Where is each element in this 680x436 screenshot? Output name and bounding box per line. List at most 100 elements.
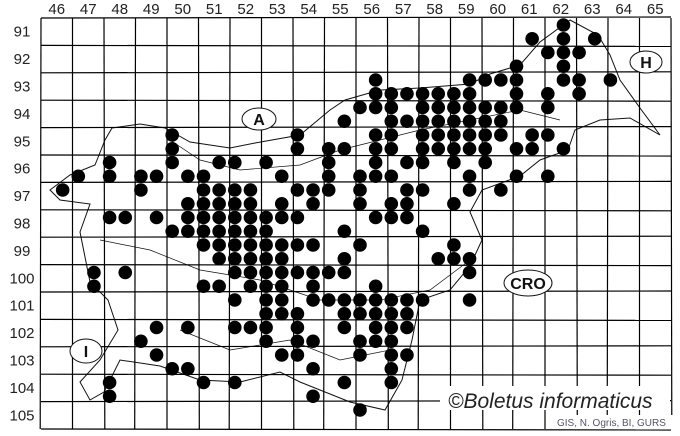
- grid-line-vertical: [103, 17, 106, 430]
- column-label: 65: [647, 1, 664, 18]
- record-dot: [290, 238, 305, 252]
- record-dot: [478, 141, 493, 156]
- record-dot: [196, 238, 211, 252]
- column-label: 49: [143, 1, 160, 18]
- record-dot: [353, 348, 367, 362]
- record-dot: [431, 141, 446, 156]
- record-dot: [259, 155, 273, 170]
- record-dot: [462, 73, 477, 87]
- grid-line-horizontal: [40, 264, 672, 267]
- record-dot: [353, 196, 367, 211]
- grid-line-vertical: [134, 17, 137, 430]
- record-dot: [353, 293, 367, 307]
- record-dot: [306, 279, 320, 294]
- record-dot: [165, 361, 179, 376]
- record-dot: [290, 141, 305, 156]
- record-dot: [415, 100, 430, 115]
- record-dot: [259, 210, 273, 225]
- country-label-italy: I: [69, 338, 103, 364]
- record-dot: [274, 169, 289, 184]
- record-dot: [447, 238, 461, 252]
- record-dot: [228, 224, 242, 239]
- record-dot: [321, 183, 336, 197]
- record-dot: [462, 265, 477, 280]
- record-dot: [415, 128, 430, 142]
- record-dot: [290, 306, 305, 321]
- country-label-austria: A: [241, 107, 277, 131]
- record-dot: [447, 86, 461, 101]
- column-label: 48: [111, 1, 128, 18]
- grid-line-horizontal: [40, 235, 672, 238]
- record-dot: [353, 403, 367, 417]
- record-dot: [509, 141, 524, 156]
- record-dot: [102, 210, 117, 225]
- record-dot: [400, 196, 414, 211]
- record-dot: [181, 196, 195, 211]
- record-dot: [400, 293, 414, 307]
- record-dot: [572, 45, 586, 60]
- record-dot: [509, 100, 524, 115]
- column-label: 54: [300, 1, 317, 18]
- record-dot: [212, 183, 226, 197]
- record-dot: [368, 306, 383, 321]
- record-dot: [228, 265, 242, 280]
- record-dot: [384, 169, 399, 184]
- record-dot: [556, 45, 571, 60]
- record-dot: [196, 210, 211, 225]
- grid-line-vertical: [39, 17, 42, 430]
- svg-text:I: I: [84, 344, 88, 361]
- row-label: 104: [9, 380, 34, 397]
- record-dot: [118, 265, 133, 280]
- record-dot: [337, 224, 352, 239]
- record-dot: [149, 210, 164, 225]
- record-dot: [541, 169, 555, 184]
- record-dot: [415, 141, 430, 156]
- record-dot: [228, 183, 242, 197]
- record-dot: [368, 210, 383, 225]
- row-label: 91: [14, 24, 31, 41]
- record-dot: [165, 224, 179, 239]
- row-labels: 91 92 93 94 95 96 97 98 99 100 101 102 103 104 105: [9, 24, 34, 425]
- record-dot: [149, 348, 164, 362]
- record-dot: [212, 210, 226, 225]
- record-dot: [274, 210, 289, 225]
- record-dot: [603, 73, 618, 87]
- record-dot: [368, 100, 383, 115]
- record-dot: [212, 155, 226, 170]
- column-label: 56: [363, 1, 380, 18]
- record-dot: [212, 224, 226, 239]
- grid-line-horizontal: [40, 290, 672, 293]
- record-dot: [149, 320, 164, 335]
- record-dot: [118, 210, 133, 225]
- column-label: 58: [426, 1, 443, 18]
- record-dot: [212, 196, 226, 211]
- record-dot: [87, 265, 101, 280]
- grid-line-horizontal: [40, 373, 672, 376]
- record-dot: [384, 196, 399, 211]
- record-dot: [447, 155, 461, 170]
- column-label: 55: [332, 1, 349, 18]
- record-dot: [400, 114, 414, 129]
- record-dot: [259, 279, 273, 294]
- column-label: 52: [237, 1, 254, 18]
- record-dot: [306, 265, 320, 280]
- country-label-croatia: CRO: [503, 269, 553, 297]
- record-dot: [243, 238, 258, 252]
- record-dot: [368, 293, 383, 307]
- grid-line-horizontal: [40, 125, 672, 129]
- record-dot: [353, 306, 367, 321]
- grid-lines: [39, 16, 673, 431]
- record-dot: [212, 279, 226, 294]
- record-dot: [306, 389, 320, 404]
- grid-line-vertical: [481, 17, 484, 430]
- record-dot: [102, 169, 117, 184]
- record-dot: [572, 86, 586, 101]
- record-dot: [71, 169, 86, 184]
- record-dot: [415, 183, 430, 197]
- record-dot: [87, 279, 101, 294]
- record-dot: [274, 306, 289, 321]
- record-dot: [321, 141, 336, 156]
- record-dot: [368, 320, 383, 335]
- record-dot: [337, 251, 352, 266]
- record-dot: [321, 155, 336, 170]
